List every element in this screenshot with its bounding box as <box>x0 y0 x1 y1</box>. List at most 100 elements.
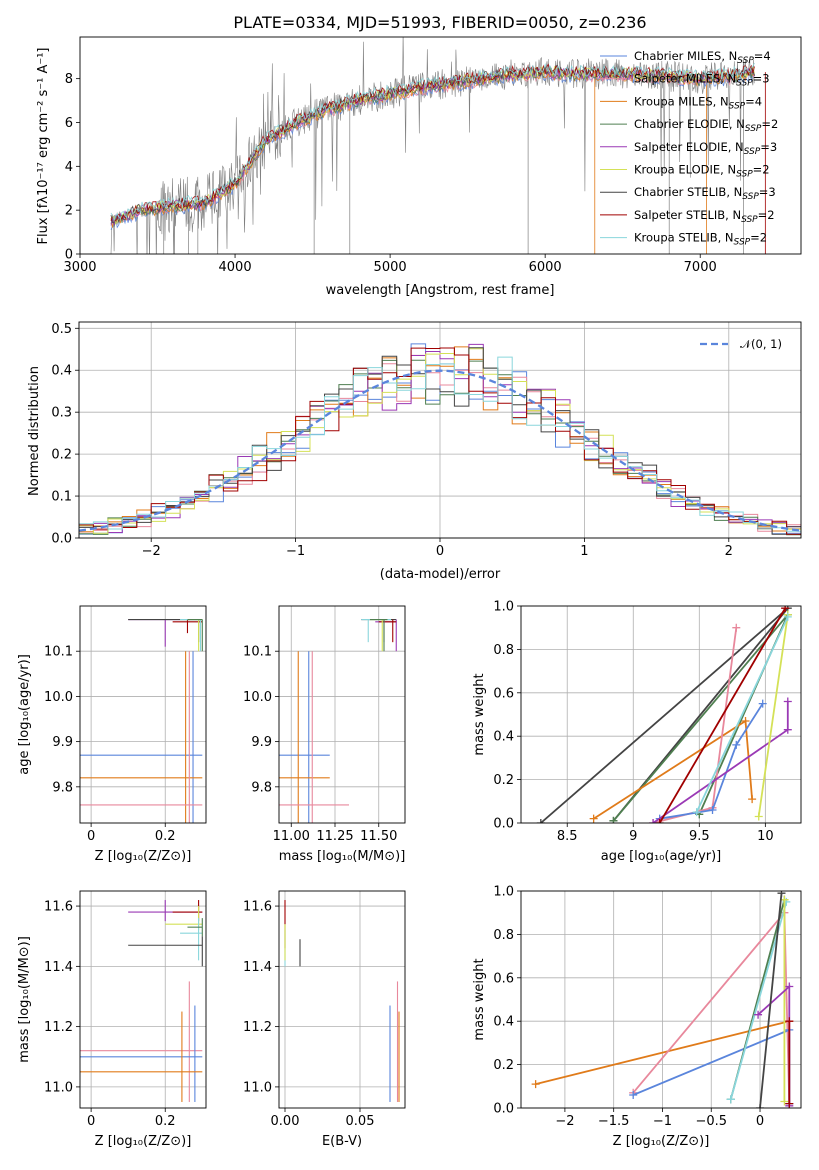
y-tick-label: 0.6 <box>493 971 514 986</box>
y-tick-label: 0.1 <box>51 490 72 505</box>
weight-marker <box>589 814 598 823</box>
weight-marker <box>754 812 763 821</box>
x-tick-label: 0.2 <box>155 1114 176 1129</box>
x-tick-label: 1 <box>580 544 588 559</box>
axes-frame <box>79 36 802 255</box>
y-axis-label: Flux [fλ10⁻¹⁷ erg cm⁻² s⁻¹ A⁻¹] <box>36 48 51 245</box>
y-tick-label: 9.8 <box>52 780 73 795</box>
panel-age_vs_mass: 11.00 11.25 11.50 9.8 9.9 10.0 10.1 mass [log₁₀… <box>243 605 406 864</box>
y-tick-label: 9.9 <box>251 735 272 750</box>
x-tick-label: 0.2 <box>155 829 176 844</box>
y-tick-label: 11.4 <box>44 960 73 975</box>
y-tick-label: 10.0 <box>243 690 272 705</box>
x-tick-label: −1 <box>286 544 305 559</box>
weight-marker <box>692 808 701 817</box>
x-axis-label: mass [log₁₀(M/M⊙)] <box>279 849 406 864</box>
weight-marker <box>726 1095 735 1104</box>
y-axis-label: mass [log₁₀(M/M⊙)] <box>17 936 32 1063</box>
axes-frame <box>79 890 207 1109</box>
y-tick-label: 11.6 <box>243 900 272 915</box>
y-tick-label: 9.8 <box>251 780 272 795</box>
y-axis-label: mass weight <box>472 673 487 755</box>
weight-marker <box>732 623 741 632</box>
plot-area-mass_vs_Z <box>80 900 203 1102</box>
x-tick-label: 2 <box>725 544 733 559</box>
y-tick-label: 11.0 <box>243 1080 272 1095</box>
weight-marker <box>536 819 545 823</box>
weight-marker <box>783 725 792 734</box>
x-tick-label: 9.5 <box>689 829 710 844</box>
x-tick-label: −1.5 <box>598 1114 630 1129</box>
panel-residuals: −2 −1 0 1 2 0.0 0.1 0.2 0.3 0.4 0.5 (data-model)/er… <box>27 321 802 582</box>
y-tick-label: 1.0 <box>493 885 514 900</box>
weight-marker <box>785 1099 794 1108</box>
x-axis-label: Z [log₁₀(Z/Z⊙)] <box>613 1134 710 1149</box>
y-tick-label: 0 <box>65 248 73 263</box>
x-tick-label: −0.5 <box>695 1114 727 1129</box>
x-axis-label: E(B-V) <box>322 1134 362 1149</box>
weight-marker <box>629 1090 638 1099</box>
legend-label: Salpeter MILES, NSSP=3 <box>634 72 770 89</box>
legend-label: Kroupa ELODIE, NSSP=2 <box>634 163 770 180</box>
chart-title: PLATE=0334, MJD=51993, FIBERID=0050, z=0… <box>233 13 646 32</box>
weight-line <box>695 616 789 813</box>
y-tick-label: 0.0 <box>493 817 514 832</box>
y-tick-label: 0.4 <box>493 730 514 745</box>
x-tick-label: 11.25 <box>316 829 353 844</box>
plot-area-age_vs_Z <box>80 619 203 823</box>
plot-area-residuals <box>79 343 801 537</box>
y-tick-label: 0.8 <box>493 928 514 943</box>
legend-label: Chabrier STELIB, NSSP=3 <box>634 185 776 202</box>
x-tick-label: 0 <box>87 829 95 844</box>
x-tick-label: 0 <box>436 544 444 559</box>
axes-frame <box>520 605 802 824</box>
plot-area-mass_vs_ebv <box>284 900 400 1102</box>
weight-line <box>759 893 783 1108</box>
panel-weight_vs_age: 8.5 9 9.5 10 0.0 0.2 0.4 0.6 0.8 1.0 age [log₁₀(ag… <box>472 600 802 864</box>
y-tick-label: 0.0 <box>51 532 72 547</box>
y-tick-label: 11.2 <box>44 1020 73 1035</box>
weight-marker <box>780 1097 789 1106</box>
axes-frame <box>520 890 802 1109</box>
x-tick-label: 11.50 <box>360 829 397 844</box>
x-axis-label: Z [log₁₀(Z/Z⊙)] <box>95 1134 192 1149</box>
plot-area-weight_vs_Z <box>531 891 794 1108</box>
y-tick-label: 9.9 <box>52 735 73 750</box>
weight-marker <box>609 816 618 823</box>
legend-label: Salpeter ELODIE, NSSP=3 <box>634 140 777 157</box>
legend-label: Chabrier MILES, NSSP=4 <box>634 49 771 66</box>
axes-frame <box>78 321 802 539</box>
x-tick-label: 6000 <box>529 260 562 275</box>
x-tick-label: 3000 <box>63 260 96 275</box>
axes-frame <box>79 605 207 824</box>
weight-line <box>658 607 786 823</box>
axes-frame <box>278 605 406 824</box>
y-tick-label: 10.1 <box>243 645 272 660</box>
weight-marker <box>783 612 792 621</box>
y-tick-label: 11.2 <box>243 1020 272 1035</box>
weight-marker <box>748 795 757 804</box>
weight-marker <box>741 717 750 726</box>
panel-age_vs_Z: 0 0.2 9.8 9.9 10.0 10.1 Z [log₁₀(Z/Z⊙)] age [lo… <box>17 605 207 864</box>
weight-line <box>659 703 764 820</box>
x-tick-label: 10 <box>757 829 774 844</box>
weight-line <box>535 1020 790 1085</box>
y-tick-label: 0.3 <box>51 406 72 421</box>
y-tick-label: 0.5 <box>51 322 72 337</box>
x-axis-label: age [log₁₀(age/yr)] <box>601 849 722 864</box>
residual-histogram <box>79 356 801 536</box>
y-tick-label: 10.1 <box>44 645 73 660</box>
weight-marker <box>783 697 792 706</box>
x-axis-label: Z [log₁₀(Z/Z⊙)] <box>95 849 192 864</box>
legend-label: Salpeter STELIB, NSSP=2 <box>634 208 775 225</box>
y-tick-label: 0.4 <box>51 364 72 379</box>
legend-label: Kroupa MILES, NSSP=4 <box>634 94 762 111</box>
legend-label: Kroupa STELIB, NSSP=2 <box>634 231 767 248</box>
x-tick-label: −1 <box>653 1114 672 1129</box>
x-tick-label: 0.05 <box>346 1114 375 1129</box>
y-tick-label: 10.0 <box>44 690 73 705</box>
y-axis-label: age [log₁₀(age/yr)] <box>17 654 32 775</box>
y-tick-label: 0.0 <box>493 1102 514 1117</box>
weight-marker <box>531 1080 540 1089</box>
